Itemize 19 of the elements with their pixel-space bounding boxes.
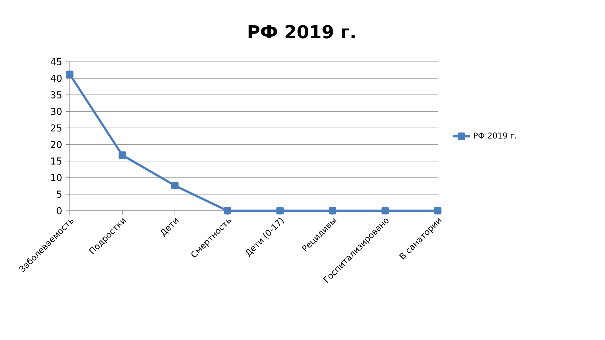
point [434, 207, 442, 215]
y-tick-label: 30 [51, 108, 62, 116]
y-tick-label: 0 [57, 207, 62, 215]
y-tick-label: 10 [51, 174, 62, 182]
point [382, 207, 390, 215]
y-tick-label: 25 [51, 124, 62, 132]
y-tick-label: 40 [50, 74, 62, 82]
point [66, 70, 74, 78]
point [329, 207, 337, 215]
point [118, 152, 126, 160]
y-tick-label: 20 [51, 141, 62, 148]
y-tick-label: 45 [50, 58, 62, 66]
point [276, 207, 284, 215]
chart-title: РФ 2019 г. [248, 25, 355, 39]
point [171, 182, 179, 190]
y-tick-label: 35 [51, 92, 62, 99]
point [224, 207, 232, 215]
y-tick-label: 15 [51, 158, 62, 165]
y-tick-label: 5 [57, 190, 62, 198]
